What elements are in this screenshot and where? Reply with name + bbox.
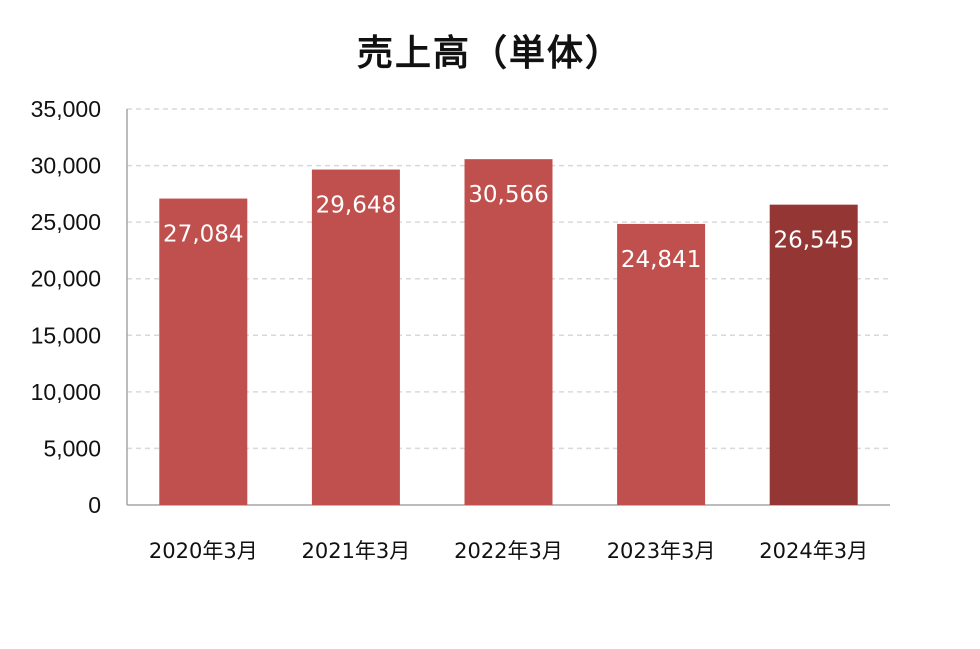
y-tick-label: 15,000 [31, 322, 101, 348]
x-tick-label: 2021年3月 [301, 539, 410, 563]
x-tick-label: 2022年3月 [454, 539, 563, 563]
x-tick-label: 2020年3月 [149, 539, 258, 563]
x-tick-label: 2023年3月 [607, 539, 716, 563]
y-tick-label: 35,000 [31, 96, 101, 122]
y-tick-label: 0 [88, 492, 101, 518]
x-tick-label: 2024年3月 [759, 539, 868, 563]
chart-title: 売上高（単体） [356, 33, 623, 74]
data-label: 30,566 [468, 182, 548, 208]
bar-2021年3月 [311, 169, 400, 505]
y-tick-label: 5,000 [43, 435, 101, 461]
y-tick-label: 30,000 [31, 153, 101, 179]
bar-2023年3月 [617, 223, 706, 505]
bar-2024年3月 [769, 204, 858, 505]
bar-2020年3月 [159, 198, 248, 505]
data-label: 26,545 [773, 228, 853, 254]
bar-2022年3月 [464, 159, 553, 505]
y-tick-label: 25,000 [31, 209, 101, 235]
data-label: 27,084 [163, 222, 243, 248]
data-label: 24,841 [621, 247, 701, 273]
y-tick-label: 10,000 [31, 379, 101, 405]
y-tick-label: 20,000 [31, 266, 101, 292]
data-label: 29,648 [316, 193, 396, 219]
